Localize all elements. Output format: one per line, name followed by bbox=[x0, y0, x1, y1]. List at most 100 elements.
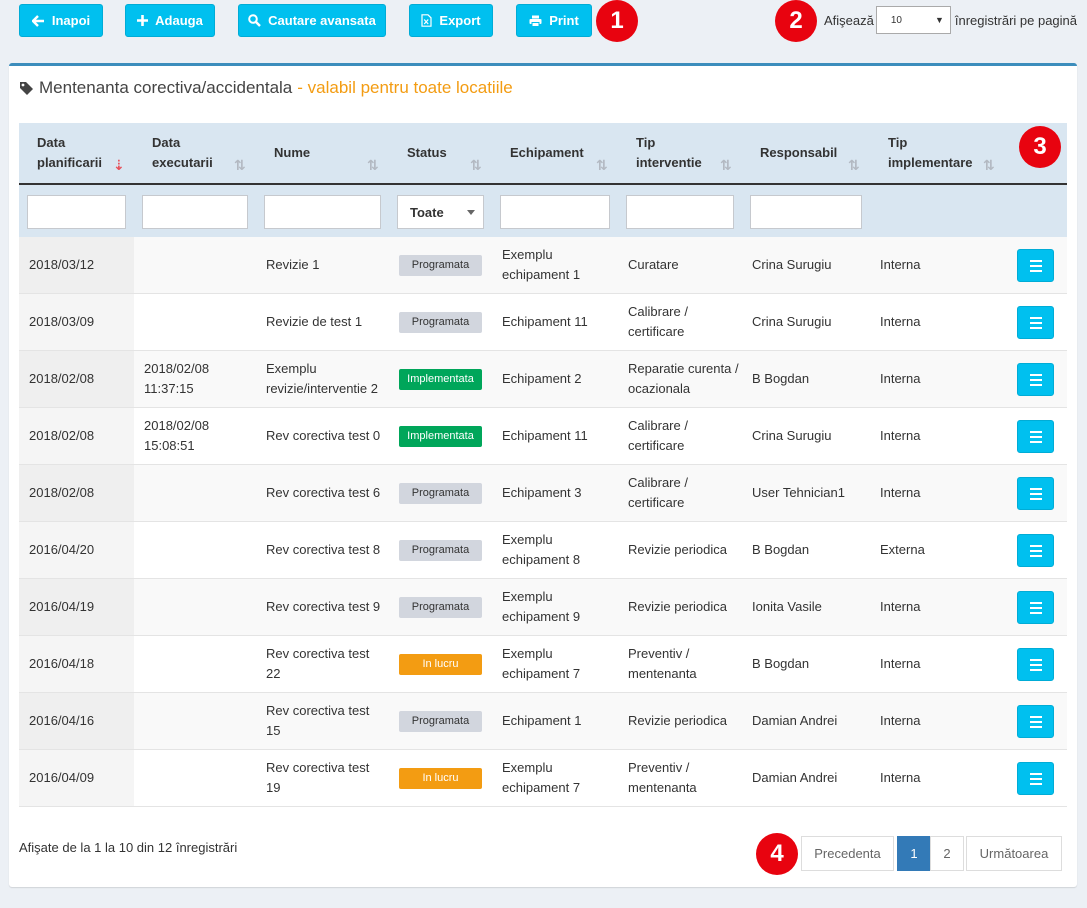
cell-name-text: Rev corectiva test 6 bbox=[266, 485, 381, 500]
column-header-responsible[interactable]: Responsabil bbox=[760, 145, 838, 160]
cell-status: Programata bbox=[399, 579, 494, 635]
cell-implementation-type: Externa bbox=[880, 522, 980, 578]
filter-equipment-input[interactable] bbox=[500, 195, 610, 229]
filter-executed-date-input[interactable] bbox=[142, 195, 248, 229]
sorted-column-bg bbox=[19, 351, 134, 407]
cell-planned-date-text: 2018/03/12 bbox=[29, 257, 95, 272]
sort-icon[interactable]: ⇅ bbox=[848, 157, 860, 173]
cell-intervention-type-text: Revizie periodica bbox=[628, 713, 727, 728]
cell-equipment-text: Exemplu echipament 7 bbox=[502, 646, 581, 681]
sort-desc-icon[interactable]: ⇣ bbox=[113, 157, 125, 173]
filter-status-select[interactable]: Toate bbox=[397, 195, 484, 229]
cell-equipment-text: Echipament 11 bbox=[502, 314, 588, 329]
column-header-name[interactable]: Nume bbox=[274, 145, 311, 160]
sorted-column-bg bbox=[19, 408, 134, 464]
row-actions-button[interactable] bbox=[1017, 363, 1054, 396]
column-header-implementation-type[interactable]: Tip implementare bbox=[888, 135, 973, 170]
cell-intervention-type: Calibrare / certificare bbox=[628, 408, 743, 464]
sort-icon[interactable]: ⇅ bbox=[720, 157, 732, 173]
advanced-search-button[interactable]: Cautare avansata bbox=[238, 4, 386, 37]
back-button[interactable]: Inapoi bbox=[19, 4, 103, 37]
table-row: 2018/02/08 2018/02/08 15:08:51 Rev corecti… bbox=[19, 408, 1067, 465]
arrow-left-icon bbox=[31, 14, 44, 27]
column-header-intervention-type[interactable]: Tip interventie bbox=[636, 135, 702, 170]
row-actions-button[interactable] bbox=[1017, 591, 1054, 624]
pagination-previous[interactable]: Precedenta bbox=[801, 836, 894, 871]
sorted-column-bg bbox=[19, 294, 134, 350]
cell-responsible-text: Damian Andrei bbox=[752, 713, 838, 728]
column-header-executed-date[interactable]: Data executarii bbox=[152, 135, 213, 170]
cell-name: Exemplu revizie/interventie 2 bbox=[266, 351, 386, 407]
cell-name-text: Rev corectiva test 9 bbox=[266, 599, 381, 614]
print-button[interactable]: Print bbox=[516, 4, 592, 37]
column-header-status[interactable]: Status bbox=[407, 145, 447, 160]
cell-responsible: Crina Surugiu bbox=[752, 408, 867, 464]
pagination: Precedenta 1 2 Următoarea bbox=[801, 836, 1062, 871]
cell-responsible: Damian Andrei bbox=[752, 750, 867, 806]
filter-planned-date-input[interactable] bbox=[27, 195, 126, 229]
row-actions-button[interactable] bbox=[1017, 420, 1054, 453]
row-actions-button[interactable] bbox=[1017, 477, 1054, 510]
cell-planned-date: 2018/02/08 bbox=[29, 408, 129, 464]
menu-icon bbox=[1029, 259, 1042, 272]
cell-equipment: Exemplu echipament 8 bbox=[502, 522, 617, 578]
cell-implementation-type-text: Externa bbox=[880, 542, 925, 557]
annotation-marker-2: 2 bbox=[775, 0, 817, 42]
row-actions-button[interactable] bbox=[1017, 249, 1054, 282]
toolbar: Inapoi Adauga Cautare avansata Export Pr… bbox=[0, 0, 1087, 50]
cell-planned-date-text: 2016/04/16 bbox=[29, 713, 95, 728]
cell-responsible-text: User Tehnician1 bbox=[752, 485, 845, 500]
sort-icon[interactable]: ⇅ bbox=[367, 157, 379, 173]
cell-equipment-text: Exemplu echipament 8 bbox=[502, 532, 581, 567]
cell-equipment: Exemplu echipament 7 bbox=[502, 636, 617, 692]
sort-icon[interactable]: ⇅ bbox=[470, 157, 482, 173]
filter-intervention-input[interactable] bbox=[626, 195, 734, 229]
pagination-next[interactable]: Următoarea bbox=[966, 836, 1062, 871]
menu-icon bbox=[1029, 544, 1042, 557]
cell-name-text: Rev corectiva test 15 bbox=[266, 703, 370, 738]
export-button[interactable]: Export bbox=[409, 4, 493, 37]
page-length-select[interactable]: 10 ▼ bbox=[875, 6, 951, 34]
cell-responsible-text: Crina Surugiu bbox=[752, 314, 832, 329]
cell-name: Revizie 1 bbox=[266, 237, 386, 293]
cell-executed-date bbox=[144, 750, 254, 806]
cell-implementation-type: Interna bbox=[880, 408, 980, 464]
cell-status: Implementata bbox=[399, 408, 494, 464]
row-actions-button[interactable] bbox=[1017, 648, 1054, 681]
cell-responsible-text: Crina Surugiu bbox=[752, 257, 832, 272]
filter-name-input[interactable] bbox=[264, 195, 381, 229]
row-actions-button[interactable] bbox=[1017, 705, 1054, 738]
status-badge: Implementata bbox=[399, 368, 482, 390]
menu-icon bbox=[1029, 772, 1042, 785]
pagination-page-2[interactable]: 2 bbox=[930, 836, 964, 871]
row-actions-button[interactable] bbox=[1017, 306, 1054, 339]
export-button-label: Export bbox=[439, 13, 481, 28]
pagination-page-1[interactable]: 1 bbox=[897, 836, 931, 871]
plus-icon bbox=[137, 15, 149, 26]
table-row: 2016/04/09 Rev corectiva test 19 In lucru E… bbox=[19, 750, 1067, 807]
page-length-label: Afişează bbox=[824, 12, 874, 28]
menu-icon bbox=[1029, 487, 1042, 500]
row-actions-button[interactable] bbox=[1017, 534, 1054, 567]
add-button-label: Adauga bbox=[155, 13, 203, 28]
column-header-equipment[interactable]: Echipament bbox=[510, 145, 584, 160]
sort-icon[interactable]: ⇅ bbox=[596, 157, 608, 173]
table-row: 2018/03/12 Revizie 1 Programata Exemplu ech… bbox=[19, 237, 1067, 294]
cell-responsible-text: B Bogdan bbox=[752, 656, 810, 671]
cell-responsible: Crina Surugiu bbox=[752, 294, 867, 350]
column-header-planned-date[interactable]: Data planificarii bbox=[37, 135, 103, 170]
sort-icon[interactable]: ⇅ bbox=[234, 157, 246, 173]
maintenance-table: Data planificarii ⇣ Data executarii ⇅ Nu… bbox=[19, 123, 1067, 807]
cell-implementation-type-text: Interna bbox=[880, 770, 921, 785]
row-actions-button[interactable] bbox=[1017, 762, 1054, 795]
sorted-column-bg bbox=[19, 750, 134, 806]
sorted-column-bg bbox=[19, 465, 134, 521]
cell-planned-date-text: 2018/02/08 bbox=[29, 485, 95, 500]
add-button[interactable]: Adauga bbox=[125, 4, 215, 37]
cell-responsible: User Tehnician1 bbox=[752, 465, 867, 521]
status-badge: Implementata bbox=[399, 425, 482, 447]
filter-responsible-input[interactable] bbox=[750, 195, 862, 229]
sort-icon[interactable]: ⇅ bbox=[983, 157, 995, 173]
status-badge: Programata bbox=[399, 311, 482, 333]
cell-intervention-type: Reparatie curenta / ocazionala bbox=[628, 351, 743, 407]
